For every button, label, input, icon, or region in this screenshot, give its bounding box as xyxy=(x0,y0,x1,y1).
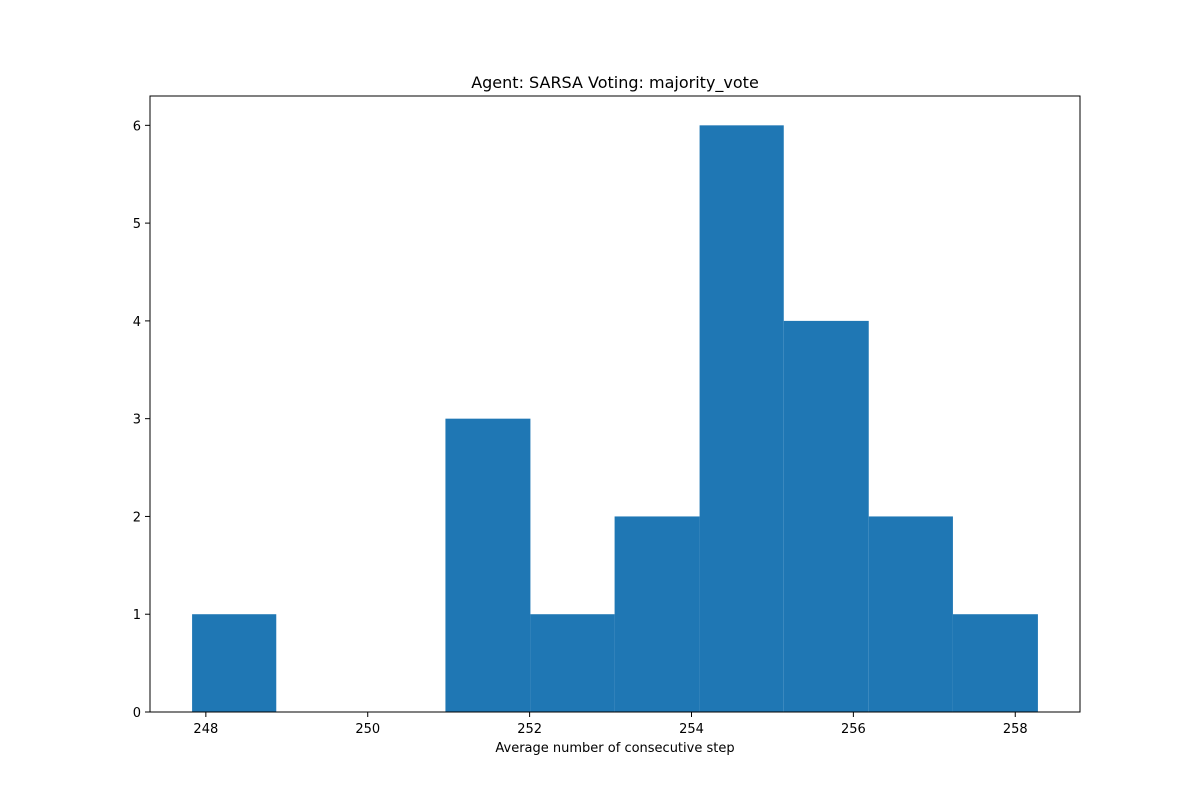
x-tick-label-3: 254 xyxy=(679,722,704,737)
x-tick-label-5: 258 xyxy=(1003,722,1028,737)
histogram-bar-5 xyxy=(614,516,700,712)
histogram-bar-4 xyxy=(530,614,615,712)
histogram-bar-9 xyxy=(952,614,1038,712)
y-tick-label-1: 1 xyxy=(133,608,141,623)
y-tick-label-3: 3 xyxy=(133,413,141,428)
plot-frame xyxy=(149,95,1081,713)
histogram-bar-6 xyxy=(699,125,784,713)
bars-layer xyxy=(192,125,1038,713)
x-axis-ticks: 248 250 252 254 256 258 xyxy=(193,712,1028,737)
chart-title: Agent: SARSA Voting: majority_vote xyxy=(471,73,759,93)
histogram-bar-7 xyxy=(783,320,869,712)
x-tick-label-1: 250 xyxy=(355,722,380,737)
histogram-bar-3 xyxy=(445,418,531,712)
x-tick-label-4: 256 xyxy=(841,722,866,737)
y-tick-label-6: 6 xyxy=(133,119,141,134)
x-axis-label: Average number of consecutive step xyxy=(495,741,734,756)
y-tick-label-2: 2 xyxy=(133,510,141,525)
x-tick-label-0: 248 xyxy=(193,722,218,737)
histogram-bar-0 xyxy=(192,614,277,712)
x-tick-label-2: 252 xyxy=(517,722,542,737)
y-tick-label-5: 5 xyxy=(133,217,141,232)
histogram-bar-8 xyxy=(868,516,953,712)
y-axis-ticks: 0 1 2 3 4 5 6 xyxy=(133,119,150,721)
y-tick-label-0: 0 xyxy=(133,706,141,721)
y-tick-label-4: 4 xyxy=(133,315,141,330)
